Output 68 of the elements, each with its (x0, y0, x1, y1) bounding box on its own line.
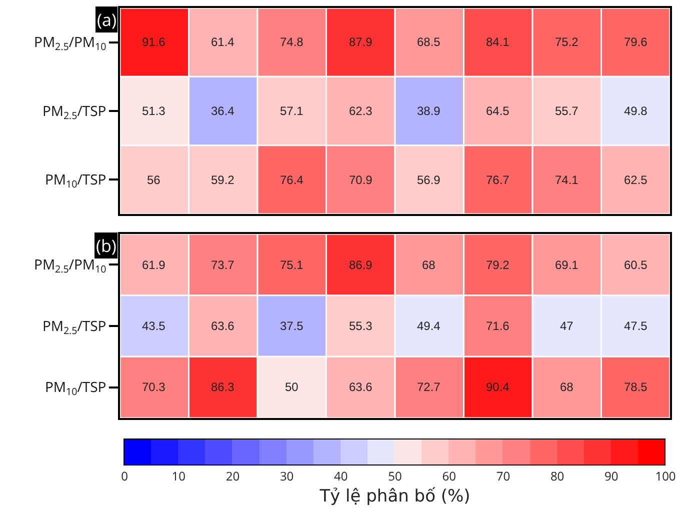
color-bar-label: 50 (388, 467, 402, 484)
data-label: 86.9 (349, 258, 373, 272)
data-label: 91.6 (142, 35, 166, 49)
data-label: 79.2 (486, 258, 510, 272)
data-label: 68 (422, 258, 436, 272)
data-label: 76.4 (280, 173, 304, 187)
data-label: 64.5 (486, 104, 510, 118)
data-label: 49.8 (624, 104, 648, 118)
data-label: 63.6 (211, 319, 235, 333)
data-label: 90.4 (486, 380, 510, 394)
data-label: 56 (147, 173, 161, 187)
color-bar-label: 100 (655, 467, 676, 484)
data-label: 76.7 (486, 173, 510, 187)
color-bar-label: 40 (334, 467, 348, 484)
data-label: 43.5 (142, 319, 166, 333)
data-label: 50 (285, 380, 299, 394)
data-label: 61.4 (211, 35, 235, 49)
y-tick-label: PM$_{10}$/TSP (45, 378, 106, 398)
color-bar-label: 10 (172, 467, 186, 484)
data-label: 63.6 (349, 380, 373, 394)
data-label: 47 (560, 319, 574, 333)
data-label: 70.9 (349, 173, 373, 187)
color-bar-label: 0 (121, 467, 128, 484)
y-tick-label: PM$_{2.5}$/PM$_{10}$ (34, 256, 107, 276)
data-label: 73.7 (211, 258, 235, 272)
data-label: 56.9 (417, 173, 441, 187)
data-label: 84.1 (486, 35, 510, 49)
data-label: 75.2 (555, 35, 579, 49)
color-bar-label: 20 (226, 467, 240, 484)
chart-title: (b) (96, 234, 116, 257)
data-label: 68.5 (417, 35, 441, 49)
data-label: 87.9 (349, 35, 373, 49)
color-bar-label: 30 (280, 467, 294, 484)
color-bar-label: 90 (604, 467, 618, 484)
data-label: 55.3 (349, 319, 373, 333)
data-label: 38.9 (417, 104, 441, 118)
data-label: 74.1 (555, 173, 579, 187)
data-label: 51.3 (142, 104, 166, 118)
data-label: 86.3 (211, 380, 235, 394)
y-tick-label: PM$_{2.5}$/TSP (42, 316, 106, 337)
color-bar-label: 70 (496, 467, 510, 484)
data-label: 55.7 (555, 104, 579, 118)
data-label: 71.6 (486, 319, 510, 333)
color-bar-label: 60 (442, 467, 456, 484)
y-tick-label: PM$_{2.5}$/PM$_{10}$ (34, 33, 107, 54)
data-label: 62.3 (349, 104, 373, 118)
data-label: 57.1 (280, 104, 304, 118)
data-label: 62.5 (624, 173, 648, 187)
chart-title: (a) (97, 8, 116, 31)
data-label: 74.8 (280, 35, 304, 49)
data-label: 60.5 (624, 258, 648, 272)
color-bar-label: 80 (550, 467, 564, 484)
data-label: 75.1 (280, 258, 304, 272)
data-label: 59.2 (211, 173, 235, 187)
y-tick-label: PM$_{10}$/TSP (45, 170, 106, 191)
data-label: 61.9 (142, 258, 166, 272)
data-label: 72.7 (417, 380, 441, 394)
data-label: 36.4 (211, 104, 235, 118)
data-label: 47.5 (624, 319, 648, 333)
data-label: 78.5 (624, 380, 648, 394)
data-label: 68 (560, 380, 574, 394)
y-tick-label: PM$_{2.5}$/TSP (42, 102, 106, 122)
color-bar-title: Tỷ lệ phân bố (%) (318, 486, 470, 506)
data-label: 79.6 (624, 35, 648, 49)
data-label: 37.5 (280, 319, 304, 333)
data-label: 49.4 (417, 319, 441, 333)
data-label: 70.3 (142, 380, 166, 394)
data-label: 69.1 (555, 258, 579, 272)
